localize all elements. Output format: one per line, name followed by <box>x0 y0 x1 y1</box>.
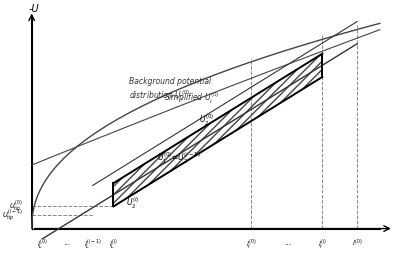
Text: $l_L^{(i-1)}$: $l_L^{(i-1)}$ <box>84 237 101 251</box>
Text: $U_{tip}^{(0)}$: $U_{tip}^{(0)}$ <box>10 198 23 215</box>
Text: $U_{tip}^{(i-1)}$: $U_{tip}^{(i-1)}$ <box>2 207 23 223</box>
Text: $l_L^{(i)}$: $l_L^{(i)}$ <box>109 237 118 251</box>
Text: ...: ... <box>284 237 291 246</box>
Text: $l_r^{(0)}$: $l_r^{(0)}$ <box>246 237 256 251</box>
Text: $l_r^{(i)}$: $l_r^{(i)}$ <box>318 237 327 251</box>
Text: $U_2^{(0)}$: $U_2^{(0)}$ <box>199 112 214 128</box>
Text: ...: ... <box>63 237 70 246</box>
Text: $U_1^{(0)}$=$U_2^{(i-1)}$: $U_1^{(0)}$=$U_2^{(i-1)}$ <box>157 150 201 166</box>
Text: Simplified $U_l^{(0)}$: Simplified $U_l^{(0)}$ <box>164 90 220 105</box>
Text: Background potential
distribution $U_l^{(0)}$: Background potential distribution $U_l^{… <box>129 76 211 104</box>
Text: $l_L^{(0)}$: $l_L^{(0)}$ <box>37 237 47 251</box>
Text: $l^{(0)}$: $l^{(0)}$ <box>352 237 362 248</box>
Text: $U_2^{(i)}$: $U_2^{(i)}$ <box>126 195 139 211</box>
Text: -U: -U <box>28 4 39 14</box>
